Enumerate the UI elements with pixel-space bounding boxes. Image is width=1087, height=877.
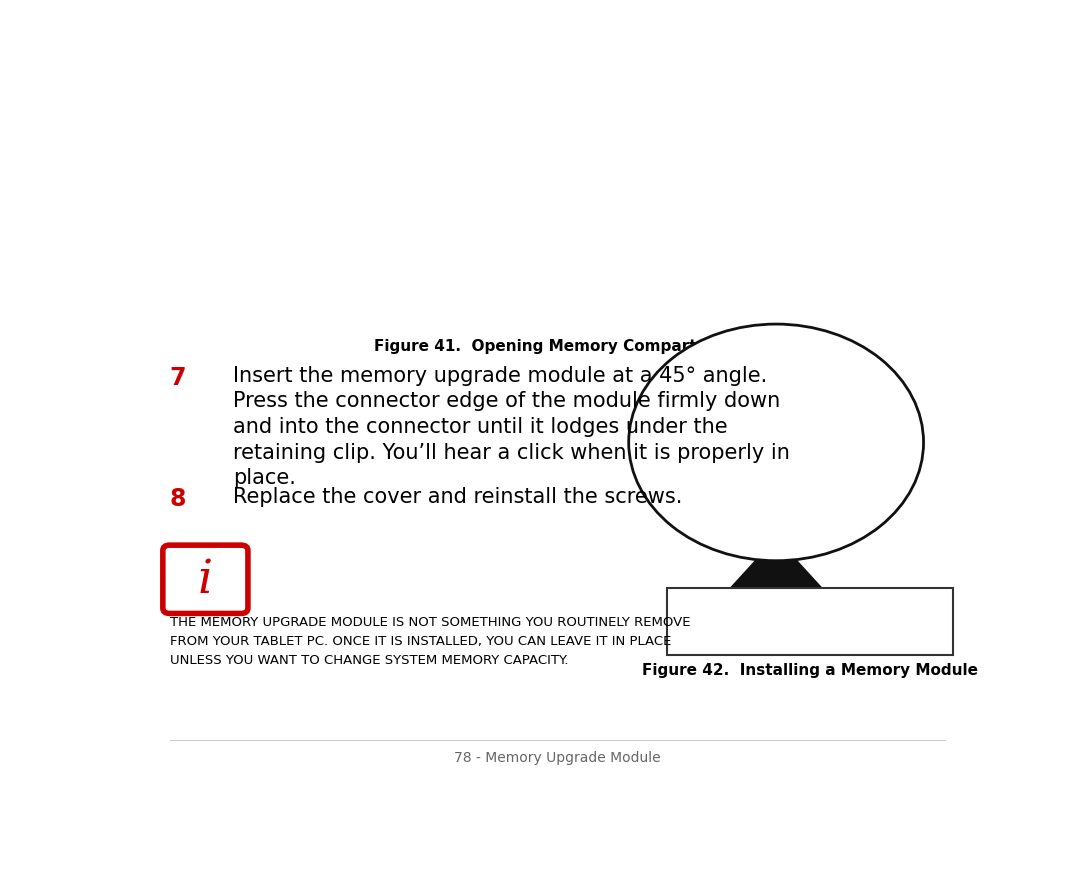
Bar: [246, 125, 869, 328]
Polygon shape: [729, 558, 823, 588]
FancyBboxPatch shape: [163, 545, 248, 614]
Text: retaining clip. You’ll hear a click when it is properly in: retaining clip. You’ll hear a click when…: [233, 442, 789, 462]
Text: Insert the memory upgrade module at a 45° angle.: Insert the memory upgrade module at a 45…: [233, 365, 767, 385]
Text: UNLESS YOU WANT TO CHANGE SYSTEM MEMORY CAPACITY.: UNLESS YOU WANT TO CHANGE SYSTEM MEMORY …: [170, 652, 569, 666]
Text: Press the connector edge of the module firmly down: Press the connector edge of the module f…: [233, 391, 780, 410]
Bar: [666, 588, 953, 656]
Text: and into the connector until it lodges under the: and into the connector until it lodges u…: [233, 417, 727, 437]
Circle shape: [628, 324, 924, 561]
Text: Figure 42.  Installing a Memory Module: Figure 42. Installing a Memory Module: [641, 662, 978, 677]
Text: 7: 7: [170, 365, 186, 389]
Text: FROM YOUR TABLET PC. ONCE IT IS INSTALLED, YOU CAN LEAVE IT IN PLACE: FROM YOUR TABLET PC. ONCE IT IS INSTALLE…: [170, 634, 671, 647]
Text: place.: place.: [233, 467, 296, 488]
Text: Figure 41.  Opening Memory Compartment: Figure 41. Opening Memory Compartment: [374, 339, 740, 353]
Text: Replace the cover and reinstall the screws.: Replace the cover and reinstall the scre…: [233, 487, 683, 507]
Text: 8: 8: [170, 487, 186, 510]
Text: i: i: [198, 557, 213, 602]
Text: THE MEMORY UPGRADE MODULE IS NOT SOMETHING YOU ROUTINELY REMOVE: THE MEMORY UPGRADE MODULE IS NOT SOMETHI…: [170, 615, 690, 628]
Text: 78 - Memory Upgrade Module: 78 - Memory Upgrade Module: [453, 750, 661, 764]
